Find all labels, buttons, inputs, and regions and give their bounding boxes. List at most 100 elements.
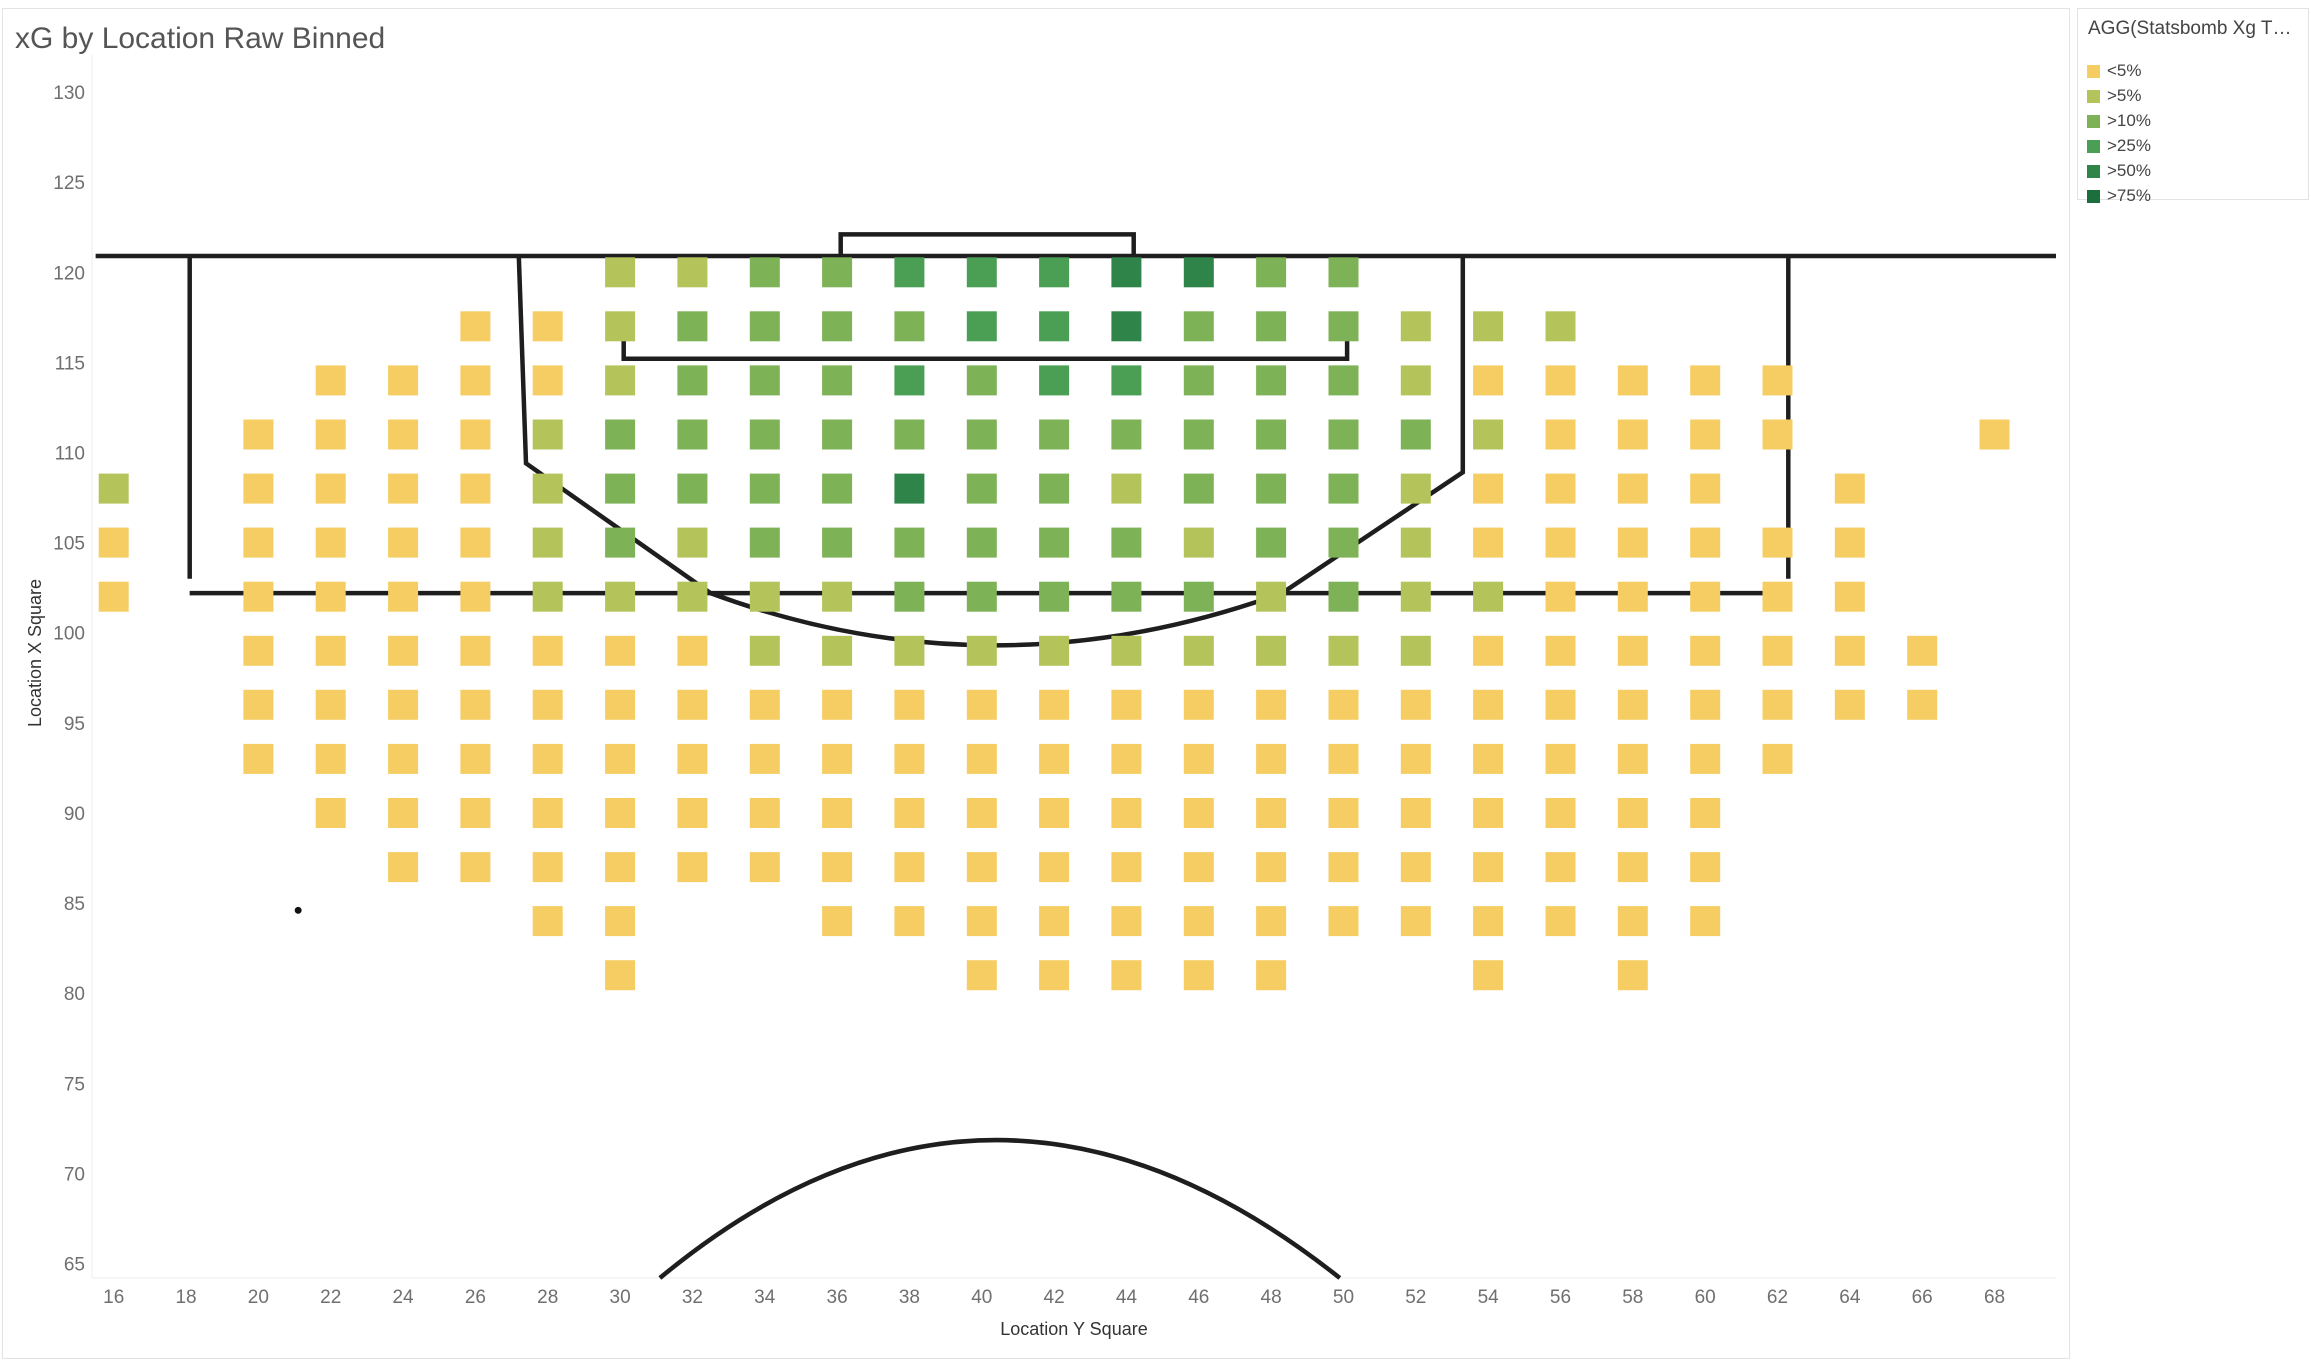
heatmap-bin[interactable]	[677, 527, 708, 558]
heatmap-bin[interactable]	[749, 365, 780, 396]
heatmap-bin[interactable]	[677, 257, 708, 288]
heatmap-bin[interactable]	[388, 852, 419, 883]
heatmap-bin[interactable]	[1762, 365, 1793, 396]
heatmap-bin[interactable]	[1400, 798, 1431, 828]
heatmap-bin[interactable]	[1400, 635, 1431, 666]
heatmap-bin[interactable]	[532, 906, 563, 937]
heatmap-bin[interactable]	[243, 743, 274, 774]
heatmap-bin[interactable]	[677, 473, 708, 504]
heatmap-bin[interactable]	[315, 527, 346, 558]
heatmap-bin[interactable]	[605, 635, 636, 666]
heatmap-bin[interactable]	[532, 743, 563, 774]
heatmap-bin[interactable]	[243, 581, 274, 612]
heatmap-bin[interactable]	[894, 906, 925, 937]
heatmap-bin[interactable]	[388, 581, 419, 612]
heatmap-bin[interactable]	[1111, 960, 1142, 991]
color-legend[interactable]: AGG(Statsbomb Xg Thr... <5% >5% >10% >25% >5…	[2077, 8, 2309, 205]
heatmap-bin[interactable]	[1690, 852, 1721, 883]
heatmap-bin[interactable]	[1617, 906, 1648, 937]
heatmap-bin[interactable]	[1256, 365, 1287, 396]
heatmap-bin[interactable]	[1328, 365, 1359, 396]
heatmap-bin[interactable]	[1400, 311, 1431, 342]
heatmap-bin[interactable]	[966, 257, 997, 288]
heatmap-bin[interactable]	[677, 852, 708, 883]
heatmap-bin[interactable]	[1111, 257, 1142, 288]
heatmap-bin[interactable]	[243, 635, 274, 666]
heatmap-bin[interactable]	[1473, 743, 1504, 774]
heatmap-bin[interactable]	[822, 852, 853, 883]
heatmap-bin[interactable]	[1183, 689, 1214, 720]
heatmap-bin[interactable]	[1111, 365, 1142, 396]
heatmap-bin[interactable]	[1473, 635, 1504, 666]
heatmap-bin[interactable]	[1328, 581, 1359, 612]
heatmap-bin[interactable]	[966, 689, 997, 720]
heatmap-bin[interactable]	[1907, 635, 1938, 666]
heatmap-bin[interactable]	[315, 365, 346, 396]
legend-item[interactable]: >10%	[2087, 110, 2151, 132]
heatmap-bin[interactable]	[1039, 798, 1070, 828]
heatmap-bin[interactable]	[1400, 365, 1431, 396]
heatmap-bin[interactable]	[1545, 635, 1576, 666]
heatmap-bin[interactable]	[677, 635, 708, 666]
heatmap-bin[interactable]	[1328, 852, 1359, 883]
heatmap-bin[interactable]	[605, 852, 636, 883]
heatmap-bin[interactable]	[1545, 311, 1576, 342]
heatmap-bin[interactable]	[822, 311, 853, 342]
heatmap-bin[interactable]	[966, 852, 997, 883]
heatmap-bin[interactable]	[243, 689, 274, 720]
heatmap-bin[interactable]	[1545, 743, 1576, 774]
heatmap-bin[interactable]	[460, 852, 491, 883]
heatmap-bin[interactable]	[822, 473, 853, 504]
heatmap-bin[interactable]	[966, 743, 997, 774]
heatmap-bin[interactable]	[1834, 689, 1865, 720]
heatmap-bin[interactable]	[1111, 635, 1142, 666]
heatmap-bin[interactable]	[98, 581, 129, 612]
heatmap-bin[interactable]	[605, 960, 636, 991]
heatmap-bin[interactable]	[749, 311, 780, 342]
heatmap-bin[interactable]	[677, 743, 708, 774]
heatmap-bin[interactable]	[460, 689, 491, 720]
heatmap-bin[interactable]	[966, 798, 997, 828]
heatmap-bin[interactable]	[1111, 419, 1142, 450]
heatmap-bin[interactable]	[1907, 689, 1938, 720]
heatmap-bin[interactable]	[1545, 581, 1576, 612]
heatmap-bin[interactable]	[388, 527, 419, 558]
heatmap-bin[interactable]	[1039, 906, 1070, 937]
heatmap-bin[interactable]	[460, 798, 491, 828]
heatmap-bin[interactable]	[1328, 798, 1359, 828]
heatmap-bin[interactable]	[1111, 906, 1142, 937]
heatmap-bin[interactable]	[1834, 473, 1865, 504]
heatmap-bin[interactable]	[1617, 419, 1648, 450]
heatmap-bin[interactable]	[605, 365, 636, 396]
heatmap-bin[interactable]	[1690, 906, 1721, 937]
heatmap-bin[interactable]	[1400, 906, 1431, 937]
heatmap-bin[interactable]	[677, 365, 708, 396]
heatmap-bin[interactable]	[1834, 581, 1865, 612]
heatmap-bin[interactable]	[1039, 689, 1070, 720]
heatmap-bin[interactable]	[532, 527, 563, 558]
heatmap-bin[interactable]	[1111, 311, 1142, 342]
heatmap-bin[interactable]	[460, 419, 491, 450]
heatmap-bin[interactable]	[1545, 365, 1576, 396]
heatmap-bin[interactable]	[1183, 365, 1214, 396]
heatmap-bin[interactable]	[894, 581, 925, 612]
heatmap-bin[interactable]	[1762, 527, 1793, 558]
heatmap-bin[interactable]	[532, 689, 563, 720]
heatmap-bin[interactable]	[1183, 311, 1214, 342]
heatmap-bin[interactable]	[1690, 798, 1721, 828]
heatmap-bin[interactable]	[315, 689, 346, 720]
heatmap-bin[interactable]	[1256, 689, 1287, 720]
heatmap-bin[interactable]	[1183, 419, 1214, 450]
heatmap-bin[interactable]	[1039, 311, 1070, 342]
heatmap-bin[interactable]	[1039, 365, 1070, 396]
heatmap-bin[interactable]	[388, 419, 419, 450]
heatmap-bin[interactable]	[894, 365, 925, 396]
heatmap-bin[interactable]	[532, 852, 563, 883]
heatmap-bin[interactable]	[1545, 906, 1576, 937]
heatmap-bin[interactable]	[677, 311, 708, 342]
heatmap-bin[interactable]	[1545, 527, 1576, 558]
heatmap-bin[interactable]	[1328, 635, 1359, 666]
heatmap-bin[interactable]	[1256, 257, 1287, 288]
heatmap-bin[interactable]	[388, 689, 419, 720]
heatmap-bin[interactable]	[749, 635, 780, 666]
